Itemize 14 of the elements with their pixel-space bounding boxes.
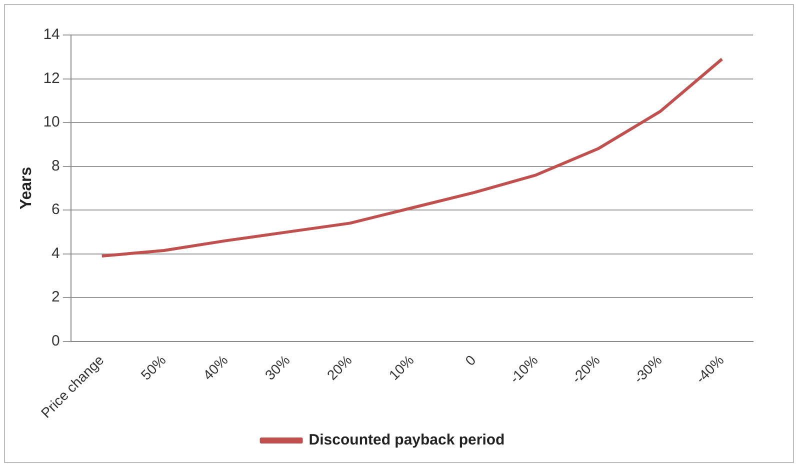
y-tick-label: 4	[52, 244, 60, 262]
x-tick-label: 30%	[262, 352, 293, 383]
y-tick-label: 10	[43, 114, 60, 131]
y-tick-label: 2	[52, 288, 60, 306]
y-tick-label: 8	[52, 157, 60, 174]
x-tick-label: 0	[462, 352, 479, 369]
y-tick-label: 0	[52, 332, 60, 350]
y-axis-title: Years	[18, 166, 36, 210]
y-tick-label: 6	[52, 201, 60, 218]
legend-label: Discounted payback period	[308, 432, 505, 449]
y-tick-label: 14	[43, 26, 60, 44]
x-tick-label: 40%	[200, 352, 231, 383]
x-tick-label: 50%	[138, 352, 169, 383]
y-tick-label: 12	[43, 70, 60, 87]
